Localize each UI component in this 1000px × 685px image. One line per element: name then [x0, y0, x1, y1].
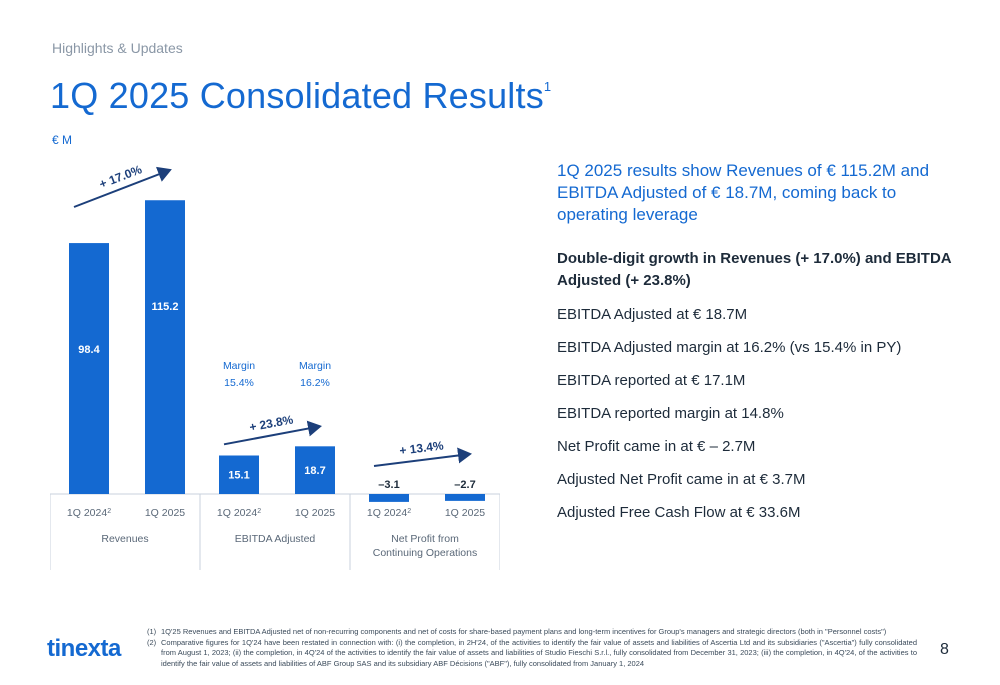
- margin-label: Margin: [223, 360, 255, 372]
- page-title-text: 1Q 2025 Consolidated Results: [50, 75, 544, 116]
- highlight-item: Adjusted Net Profit came in at € 3.7M: [557, 471, 806, 488]
- footnotes: (1) 1Q'25 Revenues and EBITDA Adjusted n…: [147, 627, 917, 669]
- bar: [445, 494, 485, 501]
- page-number: 8: [940, 641, 949, 658]
- margin-label: Margin: [299, 360, 331, 372]
- bar: [295, 446, 335, 494]
- growth-label: + 23.8%: [248, 412, 295, 434]
- group-label: Revenues: [101, 533, 148, 545]
- growth-label: + 13.4%: [399, 438, 445, 457]
- chart-unit-label: € M: [52, 133, 73, 147]
- footnote-text: Comparative figures for 1Q'24 have been …: [161, 637, 917, 668]
- category-label: 1Q 20242: [67, 507, 111, 519]
- category-label: 1Q 20242: [217, 507, 261, 519]
- highlights-panel: 1Q 2025 results show Revenues of € 115.2…: [557, 160, 957, 535]
- category-label: 1Q 2025: [295, 507, 335, 519]
- category-label: 1Q 2025: [145, 507, 185, 519]
- bar-value-label: 98.4: [78, 344, 100, 356]
- bar-value-label: 115.2: [152, 301, 179, 313]
- footnote: (1) 1Q'25 Revenues and EBITDA Adjusted n…: [147, 627, 917, 638]
- results-headline: 1Q 2025 results show Revenues of € 115.2…: [557, 161, 930, 224]
- highlight-item: Adjusted Free Cash Flow at € 33.6M: [557, 504, 801, 521]
- footnote-number: (1): [147, 627, 157, 636]
- bar: [145, 200, 185, 495]
- group-label: Net Profit from: [391, 533, 459, 545]
- growth-arrow: [223, 420, 322, 446]
- page-title: 1Q 2025 Consolidated Results1: [50, 75, 551, 117]
- footnote-text: 1Q'25 Revenues and EBITDA Adjusted net o…: [161, 627, 887, 636]
- highlight-list: EBITDA Adjusted at € 18.7M EBITDA Adjust…: [557, 304, 957, 524]
- group-label: Continuing Operations: [373, 547, 477, 559]
- margin-value: 16.2%: [300, 377, 330, 389]
- tinexta-logo: tinexta: [47, 635, 121, 662]
- bar: [219, 455, 259, 494]
- footnote-number: (2): [147, 637, 157, 647]
- highlight-item: EBITDA Adjusted at € 18.7M: [557, 306, 748, 323]
- growth-arrow: [373, 447, 472, 467]
- category-footnote-ref: 2: [107, 508, 111, 515]
- category-label: 1Q 20242: [367, 507, 411, 519]
- bar: [69, 243, 109, 494]
- growth-arrow: [73, 166, 172, 208]
- bar: [369, 494, 409, 502]
- title-footnote-ref: 1: [543, 79, 552, 94]
- bar-value-label: 15.1: [228, 470, 249, 482]
- highlight-item: EBITDA reported margin at 14.8%: [557, 405, 784, 422]
- margin-value: 15.4%: [224, 377, 254, 389]
- results-bar-chart: 98.4 1Q 20242 115.2 1Q 2025 Revenues + 17.0% 1…: [50, 162, 500, 570]
- highlight-item: Net Profit came in at € – 2.7M: [557, 438, 756, 455]
- group-label: EBITDA Adjusted: [235, 533, 316, 545]
- bar-value-label: 18.7: [304, 465, 325, 477]
- category-footnote-ref: 2: [407, 508, 411, 515]
- section-breadcrumb: Highlights & Updates: [52, 40, 183, 56]
- growth-highlight: Double-digit growth in Revenues (+ 17.0%…: [557, 250, 952, 289]
- highlight-item: EBITDA reported at € 17.1M: [557, 372, 746, 389]
- category-label: 1Q 2025: [445, 507, 485, 519]
- bar-value-label: –2.7: [454, 479, 475, 491]
- growth-label: + 17.0%: [97, 162, 144, 191]
- highlight-item: EBITDA Adjusted margin at 16.2% (vs 15.4…: [557, 339, 902, 356]
- footnote: (2) Comparative figures for 1Q'24 have b…: [147, 638, 917, 670]
- category-footnote-ref: 2: [257, 508, 261, 515]
- bar-value-label: –3.1: [378, 479, 399, 491]
